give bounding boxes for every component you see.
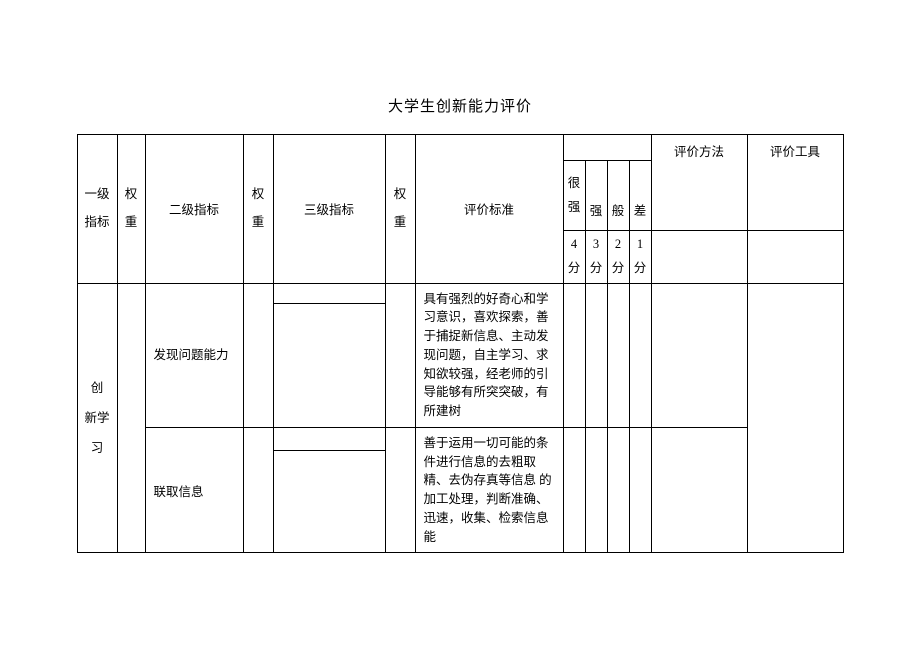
col-criteria: 评价标准 xyxy=(415,135,563,284)
row2-level3-bottom xyxy=(273,450,385,553)
row1-s2 xyxy=(585,283,607,427)
scale-score-3: 2分 xyxy=(607,231,629,284)
scale-score-2: 3分 xyxy=(585,231,607,284)
method-blank xyxy=(651,231,747,284)
row2-level3-top xyxy=(273,427,385,450)
row1-weight2 xyxy=(243,283,273,427)
evaluation-table: 一级指标 权重 二级指标 权重 三级指标 权重 评价标准 评价方法 评价工具 很… xyxy=(77,134,844,553)
col-method: 评价方法 xyxy=(651,135,747,231)
col-tool: 评价工具 xyxy=(747,135,843,231)
row2-weight3 xyxy=(385,427,415,553)
col-weight3: 权重 xyxy=(385,135,415,284)
row1-level2: 发现问题能力 xyxy=(145,283,243,427)
row2-s2 xyxy=(585,427,607,553)
tool-cell xyxy=(747,283,843,553)
row1-s4 xyxy=(629,283,651,427)
row2-criteria: 善于运用一切可能的条件进行信息的去粗取精、去伪存真等信息 的加工处理，判断准确、… xyxy=(415,427,563,553)
scale-score-4: 1分 xyxy=(629,231,651,284)
col-level2: 二级指标 xyxy=(145,135,243,284)
scale-label-1: 很强 xyxy=(563,161,585,231)
tool-blank xyxy=(747,231,843,284)
row2-method xyxy=(651,427,747,553)
row2-weight2 xyxy=(243,427,273,553)
row1-method xyxy=(651,283,747,427)
row1-weight3 xyxy=(385,283,415,427)
row2-s1 xyxy=(563,427,585,553)
row1-level3-top xyxy=(273,283,385,304)
col-level1: 一级指标 xyxy=(77,135,117,284)
col-weight1: 权重 xyxy=(117,135,145,284)
scale-blank-top xyxy=(563,135,651,161)
row2-level2: 联取信息 xyxy=(145,427,243,553)
col-weight2: 权重 xyxy=(243,135,273,284)
row1-s1 xyxy=(563,283,585,427)
row2-s3 xyxy=(607,427,629,553)
col-level3: 三级指标 xyxy=(273,135,385,284)
scale-label-2: 强 xyxy=(585,161,607,231)
scale-label-4: 差 xyxy=(629,161,651,231)
scale-label-3: 般 xyxy=(607,161,629,231)
level1-label: 创 新学 习 xyxy=(77,283,117,553)
row1-criteria: 具有强烈的好奇心和学习意识，喜欢探索，善于捕捉新信息、主动发现问题，自主学习、求… xyxy=(415,283,563,427)
row1-level3-bottom xyxy=(273,304,385,428)
scale-score-1: 4分 xyxy=(563,231,585,284)
page-title: 大学生创新能力评价 xyxy=(0,95,920,116)
row1-s3 xyxy=(607,283,629,427)
row2-s4 xyxy=(629,427,651,553)
